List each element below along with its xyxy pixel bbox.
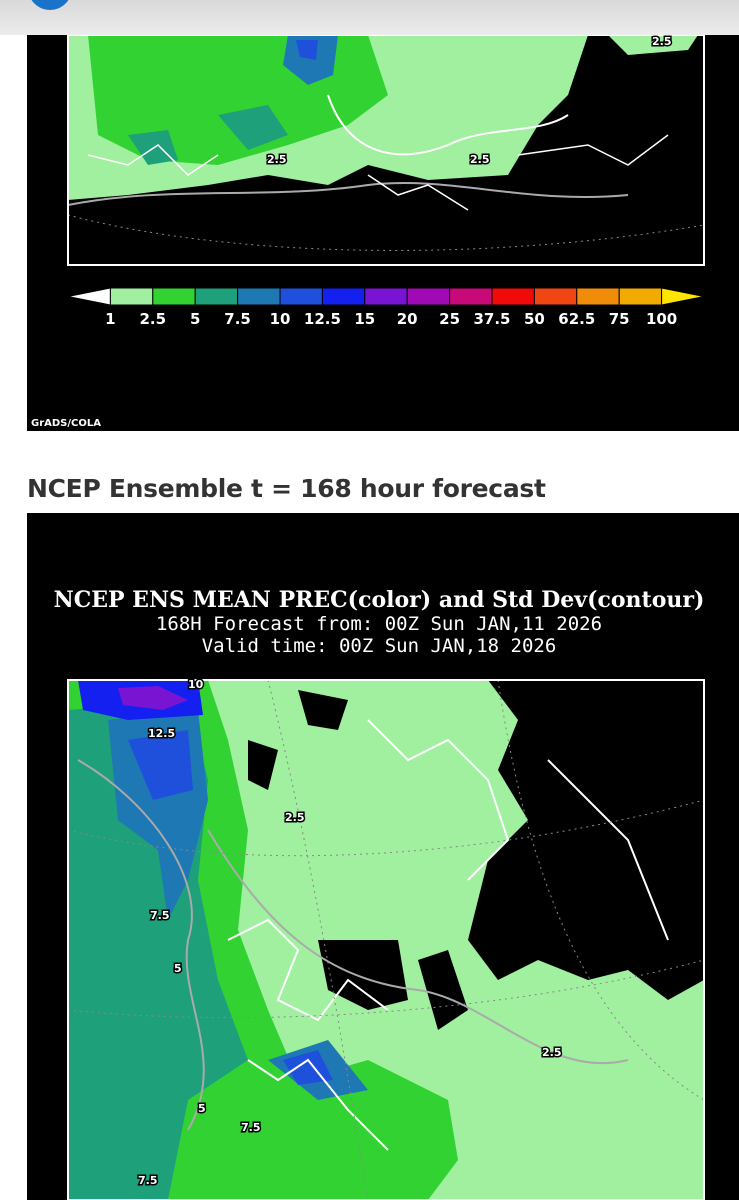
colorbar-label: 12.5 [304,310,341,328]
colorbar-label: 50 [524,310,545,328]
colorbar-label: 75 [609,310,630,328]
colorbar-segment [661,287,705,306]
colorbar-segment [533,287,578,306]
contour-label: 2.5 [267,153,287,166]
colorbar-segment [618,287,663,306]
colorbar-segment [237,287,281,306]
colorbar-label: 62.5 [558,310,595,328]
colorbar-segment [109,287,154,306]
colorbar: 1 2.5 5 7.5 10 12.5 15 20 25 37.5 50 62.5 75 100 [67,287,705,328]
map-2: 10 12.5 2.5 7.5 5 2.5 5 7.5 7.5 [67,677,705,1200]
colorbar-segment [449,287,493,306]
contour-label: 2.5 [652,35,672,48]
contour-label: 2.5 [470,153,490,166]
colorbar-label: 7.5 [224,310,251,328]
contour-label: 7.5 [241,1121,261,1134]
image-credit: GrADS/COLA [31,418,101,429]
map-title: NCEP ENS MEAN PREC(color) and Std Dev(co… [54,587,705,613]
colorbar-segment [279,287,323,306]
contour-label: 12.5 [148,727,175,740]
section-heading: NCEP Ensemble t = 168 hour forecast [27,474,546,503]
colorbar-segment [364,287,408,306]
colorbar-label: 20 [397,310,418,328]
map-subtitle: Valid time: 00Z Sun JAN,18 2026 [202,635,557,657]
top-bar [0,0,739,35]
colorbar-segment [152,287,196,306]
contour-label: 10 [188,678,204,691]
contour-label: 5 [174,962,182,975]
colorbar-segment [321,287,366,306]
contour-label: 2.5 [542,1046,562,1059]
forecast-image-2: NCEP ENS MEAN PREC(color) and Std Dev(co… [27,513,739,1200]
colorbar-label: 37.5 [473,310,510,328]
colorbar-segment [491,287,535,306]
contour-label: 5 [198,1102,206,1115]
colorbar-segment [194,287,239,306]
colorbar-label: 10 [270,310,291,328]
colorbar-label: 15 [354,310,375,328]
colorbar-label: 100 [646,310,677,328]
contour-label: 2.5 [285,811,305,824]
forecast-image-1: 2.5 2.5 2.5 1 2.5 5 7.5 10 12.5 15 20 25 37.5 50 62… [27,35,739,431]
colorbar-segment [406,287,451,306]
top-bar-icon [31,0,69,10]
map-subtitle: 168H Forecast from: 00Z Sun JAN,11 2026 [156,613,602,635]
colorbar-label: 1 [105,310,115,328]
contour-label: 7.5 [150,909,170,922]
map-1: 2.5 2.5 2.5 [67,35,705,266]
colorbar-segment [576,287,620,306]
colorbar-label: 25 [439,310,460,328]
colorbar-label: 2.5 [140,310,167,328]
colorbar-label: 5 [190,310,200,328]
contour-label: 7.5 [138,1174,158,1187]
